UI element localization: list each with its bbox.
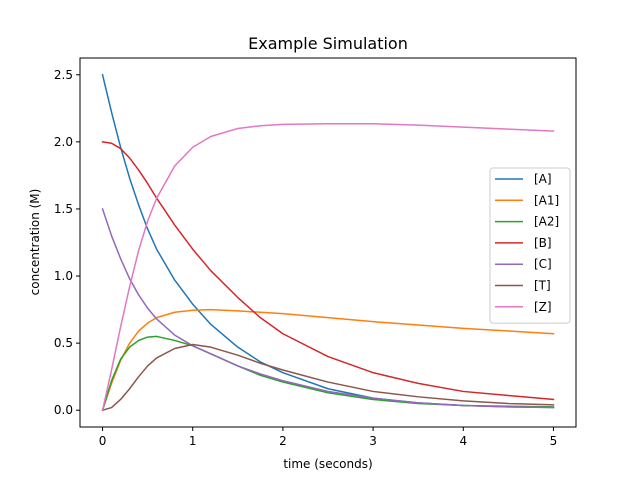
y-axis: 0.0 0.5 1.0 1.5 2.0 2.5 (54, 68, 80, 417)
legend-label: [A1] (534, 193, 559, 207)
legend-label: [A] (534, 172, 552, 186)
chart-title: Example Simulation (248, 34, 408, 53)
x-tick-label: 0 (99, 434, 107, 448)
legend-label: [T] (534, 279, 551, 293)
series-line-6 (101, 123, 555, 412)
series-layer (101, 73, 555, 412)
legend-label: [Z] (534, 300, 552, 314)
y-tick-label: 1.5 (54, 202, 73, 216)
series-line-5 (101, 343, 555, 412)
x-tick-label: 4 (459, 434, 467, 448)
series-line-3 (101, 141, 555, 401)
y-axis-label: concentration (M) (28, 189, 42, 296)
y-tick-label: 1.0 (54, 269, 73, 283)
legend-label: [C] (534, 257, 552, 271)
legend-label: [B] (534, 236, 552, 250)
y-tick-label: 2.0 (54, 135, 73, 149)
series-line-0 (101, 73, 555, 409)
x-axis-label: time (seconds) (283, 457, 372, 471)
series-line-2 (101, 335, 555, 412)
x-axis: 0 1 2 3 4 5 (99, 427, 558, 448)
legend-label: [A2] (534, 215, 559, 229)
y-tick-label: 2.5 (54, 68, 73, 82)
legend: [A] [A1] [A2] [B] [C] [T] [Z] (489, 167, 571, 324)
series-line-1 (101, 308, 555, 412)
plot-frame (79, 57, 577, 428)
y-tick-label: 0.0 (54, 403, 73, 417)
y-tick-label: 0.5 (54, 336, 73, 350)
x-tick-label: 2 (279, 434, 287, 448)
series-line-4 (101, 208, 555, 409)
x-tick-label: 3 (369, 434, 377, 448)
legend-box (489, 167, 571, 324)
x-tick-label: 1 (189, 434, 197, 448)
x-tick-label: 5 (550, 434, 558, 448)
